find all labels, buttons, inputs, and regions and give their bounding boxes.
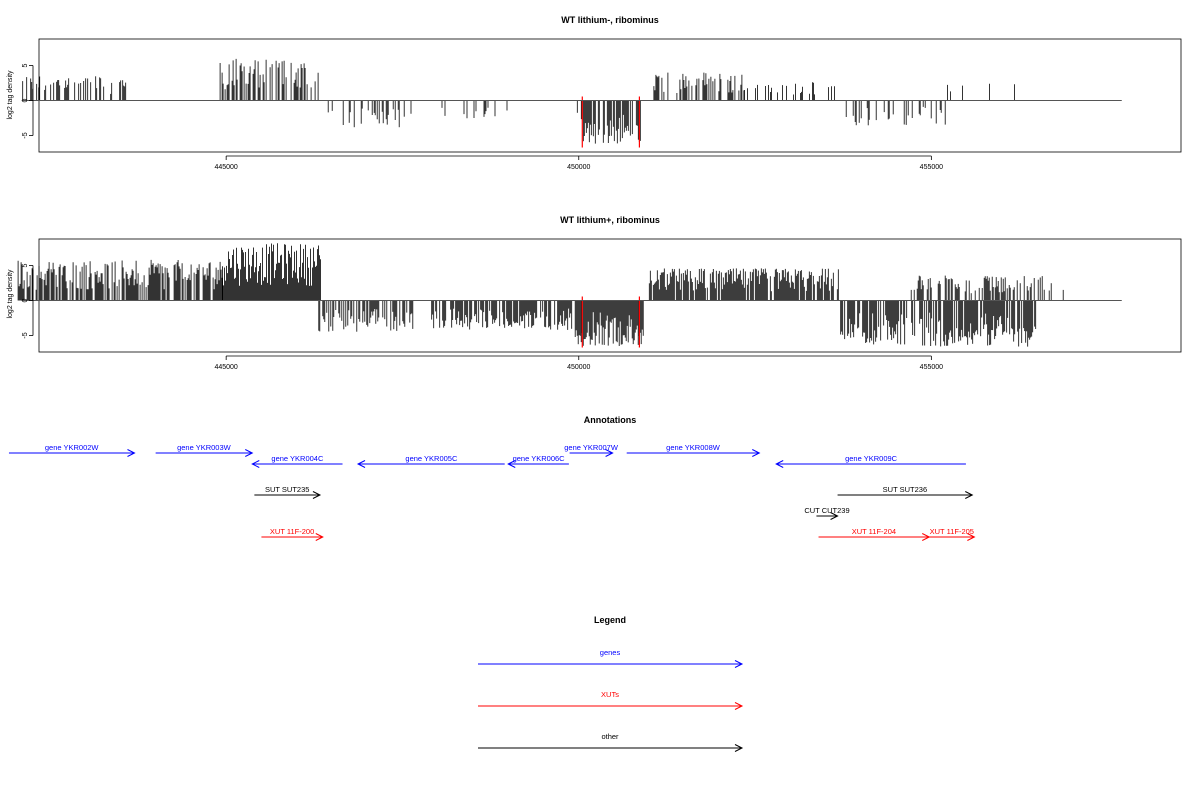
annotation-arrowhead <box>605 449 614 457</box>
annotations-panel: Annotations gene YKR002W gene YKR003Wgene… <box>8 415 976 541</box>
annotation-feature: gene YKR008W <box>626 443 761 457</box>
annotation-label: XUT 11F-200 <box>270 527 314 536</box>
y-axis-label: log2 tag density <box>7 269 14 319</box>
annotation-feature: XUT 11F-204 <box>818 527 931 541</box>
annotation-arrowhead <box>127 449 136 457</box>
x-tick-label: 455000 <box>920 164 943 171</box>
annotation-label: gene YKR005C <box>405 454 458 463</box>
annotation-label: gene YKR008W <box>666 443 721 452</box>
annotation-label: gene YKR006C <box>513 454 566 463</box>
axes: -5 0 5 445000 450000 455000 <box>21 263 1122 371</box>
legend-arrowhead <box>734 660 744 668</box>
annotation-arrowhead <box>251 460 260 468</box>
annotation-feature: gene YKR007W <box>564 443 619 457</box>
annotation-label: SUT SUT235 <box>265 485 309 494</box>
legend-arrowhead <box>734 744 744 752</box>
annotation-arrowhead <box>922 533 931 541</box>
annotation-feature: gene YKR009C <box>775 454 966 468</box>
y-tick-label: -5 <box>22 332 29 338</box>
annotations-title: Annotations <box>584 415 637 425</box>
y-tick-label: 0 <box>22 98 29 102</box>
annotation-label: XUT 11F-204 <box>852 527 896 536</box>
x-tick-label: 450000 <box>567 364 590 371</box>
legend-label: XUTs <box>601 690 619 699</box>
annotation-feature: gene YKR005C <box>356 454 505 468</box>
track-lithium-plus: WT lithium+, ribominus log2 tag density … <box>7 215 1182 371</box>
annotation-arrowhead <box>507 460 516 468</box>
annotation-feature: XUT 11F-205 <box>929 527 976 541</box>
annotation-arrowhead <box>312 491 322 499</box>
legend-label: genes <box>600 648 621 657</box>
signal-bars <box>22 58 1015 148</box>
x-tick-label: 455000 <box>920 364 943 371</box>
legend-item: XUTs <box>478 690 744 710</box>
annotation-arrowhead <box>245 449 254 457</box>
annotation-feature: gene YKR003W <box>155 443 254 457</box>
plot-frame <box>38 38 1182 153</box>
track-lithium-minus: WT lithium-, ribominus log2 tag density … <box>7 15 1182 171</box>
annotation-feature: SUT SUT236 <box>837 485 974 499</box>
annotation-label: gene YKR009C <box>845 454 898 463</box>
annotation-label: gene YKR004C <box>271 454 324 463</box>
annotation-arrowhead <box>965 491 974 499</box>
legend-title: Legend <box>594 615 626 625</box>
annotation-arrowhead <box>830 512 839 520</box>
axes: -5 0 5 445000 450000 455000 <box>21 63 1122 171</box>
annotation-label: SUT SUT236 <box>883 485 927 494</box>
y-tick-label: 0 <box>22 298 29 302</box>
y-tick-label: 5 <box>22 263 29 267</box>
annotation-feature: gene YKR004C <box>251 454 343 468</box>
y-tick-label: 5 <box>22 63 29 67</box>
annotation-label: XUT 11F-205 <box>930 527 974 536</box>
track-title: WT lithium+, ribominus <box>560 215 660 225</box>
annotation-label: gene YKR003W <box>177 443 232 452</box>
y-tick-label: -5 <box>22 132 29 138</box>
annotation-label: gene YKR007W <box>564 443 619 452</box>
annotation-arrowhead <box>315 533 324 541</box>
x-tick-label: 450000 <box>567 164 590 171</box>
legend-item: other <box>478 732 744 752</box>
annotation-feature: XUT 11F-200 <box>261 527 324 541</box>
legend-items: genes XUTs other <box>478 648 744 752</box>
x-tick-label: 445000 <box>214 364 237 371</box>
annotation-feature: gene YKR006C <box>507 454 569 468</box>
annotation-feature: SUT SUT235 <box>254 485 322 499</box>
annotation-arrowhead <box>775 460 784 468</box>
legend-item: genes <box>478 648 744 668</box>
legend-label: other <box>601 732 619 741</box>
annotation-arrowhead <box>356 460 366 468</box>
annotation-feature: gene YKR002W <box>8 443 136 457</box>
y-axis-label: log2 tag density <box>7 70 14 120</box>
annotation-label: gene YKR002W <box>45 443 100 452</box>
signal-bars <box>17 243 1064 348</box>
annotation-feature: CUT CUT239 <box>804 506 850 520</box>
track-title: WT lithium-, ribominus <box>561 15 659 25</box>
legend-arrowhead <box>734 702 744 710</box>
annotation-arrowhead <box>967 533 976 541</box>
annotation-label: CUT CUT239 <box>804 506 849 515</box>
annotation-features: gene YKR002W gene YKR003W gene YKR004C gene… <box>8 443 976 541</box>
legend: Legend genes XUTs other <box>478 615 744 752</box>
annotation-arrowhead <box>752 449 761 457</box>
x-tick-label: 445000 <box>214 164 237 171</box>
